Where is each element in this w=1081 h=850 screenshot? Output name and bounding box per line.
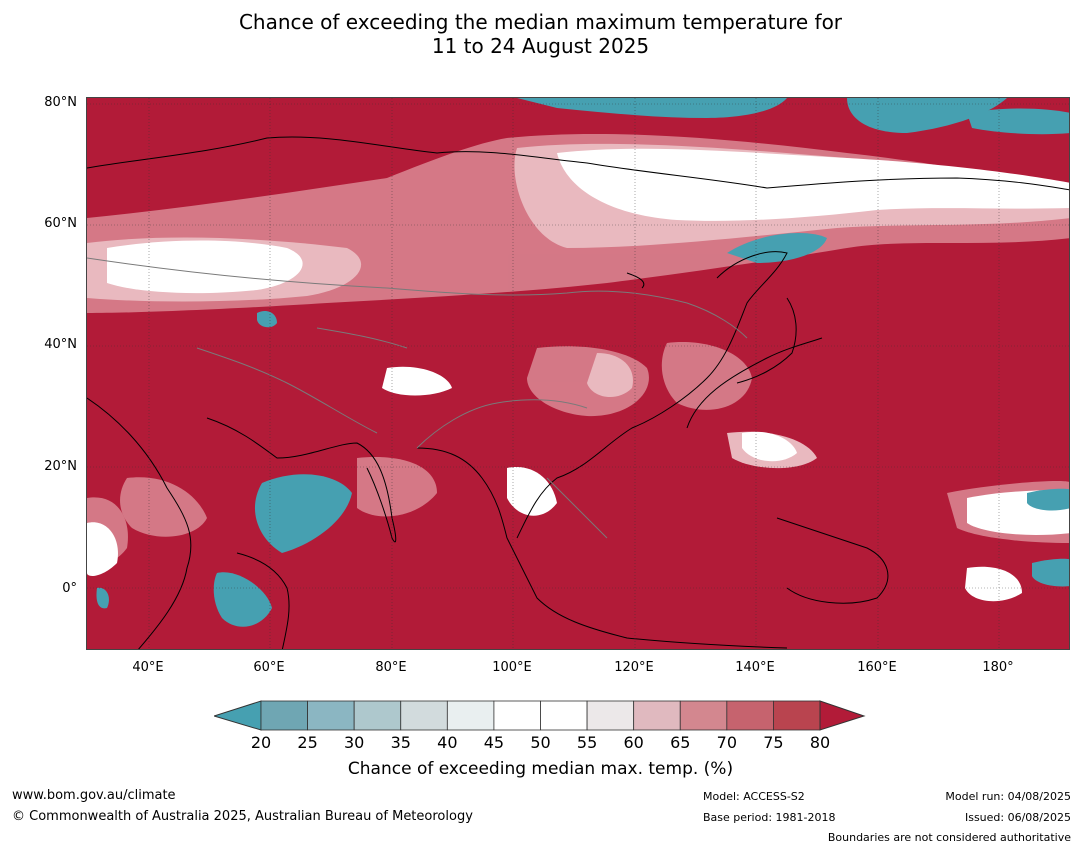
colorbar-tick-label: 50 xyxy=(530,733,551,752)
colorbar-tick-label: 20 xyxy=(250,733,272,752)
colorbar-tick-label: 65 xyxy=(670,733,691,752)
chart-title: Chance of exceeding the median maximum t… xyxy=(0,10,1081,58)
colorbar-tick-label: 60 xyxy=(623,733,644,752)
colorbar-segment xyxy=(446,700,495,731)
lat-label-20n: 20°N xyxy=(44,459,77,474)
colorbar-segment xyxy=(540,700,588,731)
colorbar xyxy=(214,700,866,731)
colorbar-label: Chance of exceeding median max. temp. (%… xyxy=(347,759,734,779)
colorbar-tick-label: 30 xyxy=(343,733,365,752)
lon-label-160e: 160°E xyxy=(857,660,897,675)
colorbar-tick-label: 75 xyxy=(763,733,784,752)
colorbar-segment xyxy=(353,700,402,731)
colorbar-segment xyxy=(773,700,821,731)
title-line-2: 11 to 24 August 2025 xyxy=(431,34,650,58)
copyright-text: © Commonwealth of Australia 2025, Austra… xyxy=(12,809,473,824)
colorbar-segment xyxy=(307,700,355,731)
model-text: Model: ACCESS-S2 xyxy=(703,790,805,803)
colorbar-tick-label: 40 xyxy=(437,733,458,752)
lon-label-100e: 100°E xyxy=(492,660,532,675)
colorbar-tick-label: 25 xyxy=(297,733,318,752)
colorbar-tick-label: 35 xyxy=(390,733,411,752)
colorbar-segment xyxy=(400,700,448,731)
colorbar-segment xyxy=(726,700,774,731)
lon-label-60e: 60°E xyxy=(253,660,285,675)
title-line-1: Chance of exceeding the median maximum t… xyxy=(238,10,843,34)
lat-label-80n: 80°N xyxy=(44,95,77,110)
disclaimer-text: Boundaries are not considered authoritat… xyxy=(827,831,1071,844)
lon-label-120e: 120°E xyxy=(614,660,654,675)
colorbar-segment xyxy=(493,700,541,731)
colorbar-tick-label: 70 xyxy=(716,733,737,752)
graticule xyxy=(87,98,1069,649)
lon-label-40e: 40°E xyxy=(132,660,164,675)
lat-label-40n: 40°N xyxy=(44,337,77,352)
model-run-text: Model run: 04/08/2025 xyxy=(945,790,1071,803)
colorbar-low-extend xyxy=(214,700,262,731)
country-borders xyxy=(87,257,748,539)
lon-label-180: 180° xyxy=(982,660,1014,675)
website-text: www.bom.gov.au/climate xyxy=(12,788,176,803)
lat-label-60n: 60°N xyxy=(44,216,77,231)
lon-label-80e: 80°E xyxy=(375,660,407,675)
lon-label-140e: 140°E xyxy=(735,660,775,675)
map-svg xyxy=(87,98,1069,649)
lat-label-0: 0° xyxy=(62,581,77,596)
low-probability-zones xyxy=(96,98,1069,627)
colorbar-segment xyxy=(586,700,635,731)
colorbar-segment xyxy=(260,700,308,731)
issued-text: Issued: 06/08/2025 xyxy=(964,811,1071,824)
colorbar-tick-label: 55 xyxy=(576,733,598,752)
base-period-text: Base period: 1981-2018 xyxy=(703,811,836,824)
colorbar-high-extend xyxy=(819,700,866,731)
colorbar-tick-label: 80 xyxy=(809,733,831,752)
probability-map xyxy=(86,97,1070,650)
near-median-zones xyxy=(87,148,1069,602)
colorbar-segment xyxy=(679,700,728,731)
colorbar-tick-label: 45 xyxy=(483,733,505,752)
coastlines xyxy=(87,136,1069,649)
colorbar-segment xyxy=(633,700,681,731)
colorbar-segments xyxy=(260,700,821,731)
